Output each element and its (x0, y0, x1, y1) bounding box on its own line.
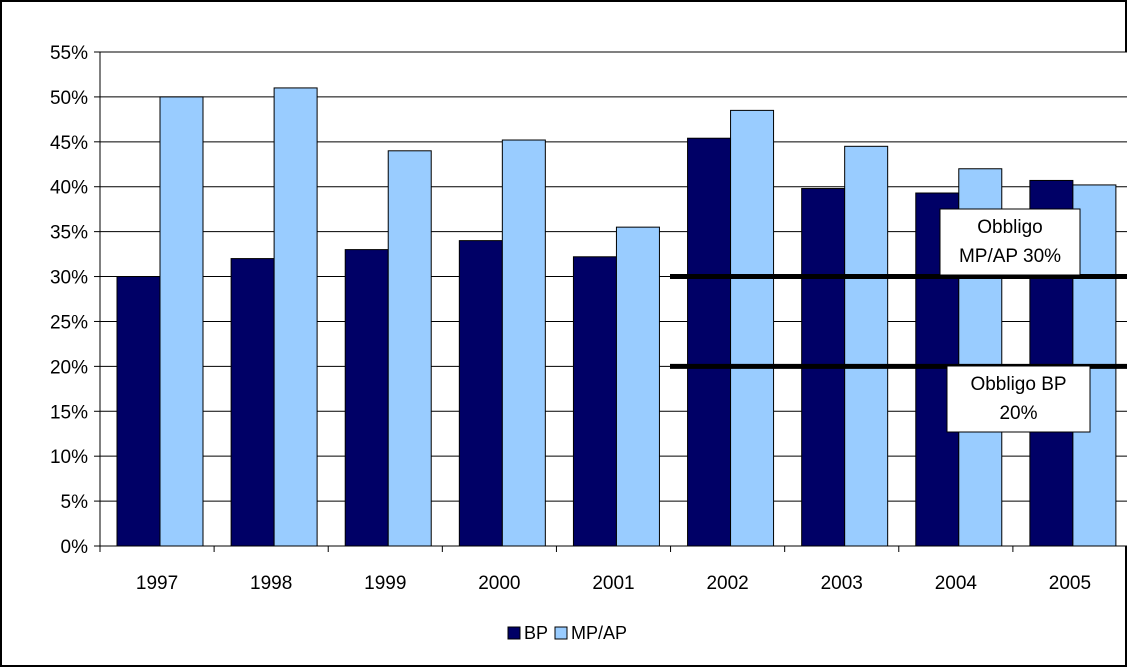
annotations: Obbligo MP/AP 30% Obbligo BP 20% (670, 208, 1127, 433)
y-tick-label: 25% (50, 312, 88, 333)
x-tick-label: 1997 (136, 573, 178, 594)
annotation-text: Obbligo BP (970, 374, 1066, 395)
bar-mp-ap-1998 (273, 87, 318, 547)
x-tick-label: 2004 (935, 573, 978, 594)
bar-bp-2002 (687, 137, 732, 547)
bar-bp-1998 (230, 258, 275, 547)
annotation-text: MP/AP 30% (959, 246, 1061, 267)
bar-bp-2000 (458, 240, 503, 547)
annotation-text: 20% (999, 403, 1037, 424)
x-tick-label: 2003 (821, 573, 863, 594)
y-tick-label: 30% (50, 268, 88, 289)
x-tick-label: 2005 (1049, 573, 1091, 594)
annotation-box (946, 365, 1091, 433)
bar-mp-ap-1997 (159, 96, 204, 547)
y-tick-label: 5% (61, 492, 89, 513)
y-tick-label: 40% (50, 178, 88, 199)
annotation-box (939, 208, 1081, 276)
legend-swatch (554, 626, 568, 640)
axes: 0% 5% 10% 15% 20% 25% 30% 35% 40% 45% 50% 55% 1997 19… (50, 43, 1127, 594)
y-tick-label: 45% (50, 133, 88, 154)
legend-label: MP/AP (571, 623, 627, 643)
bar-mp-ap-2003 (844, 145, 889, 547)
legend-label: BP (524, 623, 548, 643)
bar-mp-ap-1999 (387, 150, 432, 547)
bar-bp-1999 (344, 249, 389, 547)
bar-mp-ap-2000 (501, 139, 546, 547)
y-tick-label: 50% (50, 88, 88, 109)
x-tick-label: 2000 (478, 573, 520, 594)
bar-mp-ap-2001 (615, 226, 660, 547)
legend-swatch (507, 626, 521, 640)
y-tick-label: 0% (61, 537, 89, 558)
bar-bp-2001 (572, 256, 617, 547)
legend: BP MP/AP (507, 623, 627, 643)
y-tick-label: 20% (50, 357, 88, 378)
y-tick-label: 35% (50, 223, 88, 244)
x-tick-label: 1999 (364, 573, 406, 594)
y-tick-label: 10% (50, 447, 88, 468)
x-tick-label: 1998 (250, 573, 292, 594)
annotation-text: Obbligo (977, 217, 1043, 238)
y-tick-label: 15% (50, 402, 88, 423)
x-tick-label: 2002 (706, 573, 748, 594)
y-tick-label: 55% (50, 43, 88, 64)
bar-mp-ap-2002 (730, 109, 775, 547)
x-tick-label: 2001 (592, 573, 634, 594)
bar-bp-1997 (116, 276, 161, 547)
